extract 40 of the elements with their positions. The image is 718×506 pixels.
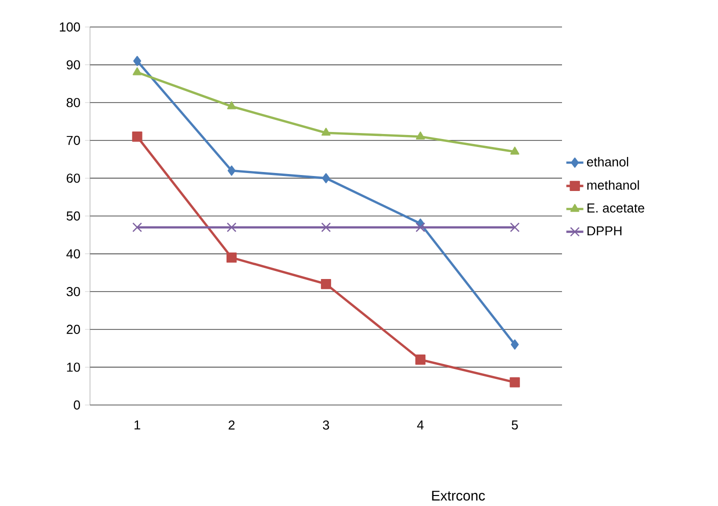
y-tick-label: 40: [66, 249, 80, 258]
point: [510, 339, 519, 350]
y-tick-label: 90: [66, 60, 80, 70]
x-tick-label: 5: [512, 420, 518, 430]
point: [322, 128, 330, 136]
point: [416, 132, 425, 140]
point: [132, 67, 142, 76]
y-tick-label: 0: [74, 400, 80, 410]
point: [228, 166, 236, 176]
point: [321, 222, 331, 232]
point: [415, 354, 426, 365]
y-tick-label: 50: [66, 211, 80, 221]
point: [510, 222, 520, 232]
legend-label: E. acetate: [588, 204, 644, 213]
x-tick-label: 4: [417, 420, 424, 430]
x-tick-label: 2: [228, 420, 235, 430]
point: [226, 222, 236, 232]
point: [226, 252, 237, 263]
point: [322, 173, 330, 184]
y-tick-label: 70: [66, 136, 80, 145]
y-tick-label: 10: [67, 362, 80, 372]
point: [227, 101, 236, 110]
point: [416, 222, 426, 232]
y-tick-label: 30: [66, 287, 80, 296]
y-tick-label: 20: [66, 324, 80, 334]
x-axis-title: Extrconc: [432, 490, 485, 501]
legend-label: DPPH: [588, 226, 622, 236]
point: [510, 377, 520, 388]
point: [133, 56, 142, 66]
point: [320, 278, 332, 290]
legend-label: ethanol: [587, 156, 628, 166]
y-tick-label: 100: [60, 22, 80, 32]
point: [510, 146, 520, 155]
point: [132, 132, 142, 142]
y-tick-label: 80: [66, 98, 80, 108]
x-tick-label: 1: [134, 420, 140, 430]
y-tick-label: 60: [66, 174, 80, 183]
x-tick-label: 3: [322, 420, 330, 430]
legend-label: methanol: [587, 180, 639, 190]
point: [132, 222, 142, 232]
